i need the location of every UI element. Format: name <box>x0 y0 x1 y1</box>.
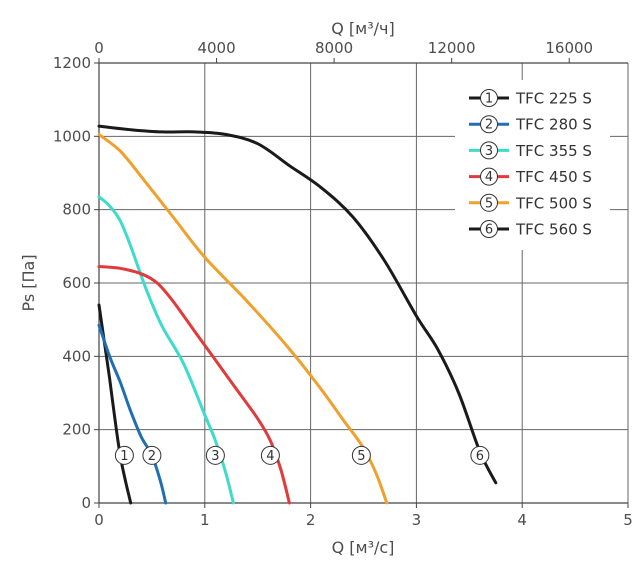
curve-label-4: 4 <box>260 445 280 465</box>
legend-marker: 4 <box>480 167 498 186</box>
legend-marker: 5 <box>480 193 498 212</box>
x-tick-label: 1 <box>200 511 210 529</box>
x-tick-label: 0 <box>94 511 104 529</box>
legend-label: TFC 450 S <box>515 168 592 186</box>
marker-number: 3 <box>211 449 219 464</box>
curve-label-6: 6 <box>470 445 490 465</box>
legend-box <box>455 80 610 250</box>
legend-item-1: 1 TFC 225 S <box>469 89 592 108</box>
marker-circle <box>480 193 498 212</box>
y-tick-label: 800 <box>62 201 91 219</box>
marker-number: 1 <box>120 449 128 464</box>
x2-tick-label: 8000 <box>315 39 353 57</box>
legend-item-6: 6 TFC 560 S <box>469 220 592 239</box>
marker-number: 2 <box>148 449 156 464</box>
x2-axis-title: Q [м³/ч] <box>331 19 395 38</box>
legend: 1 TFC 225 S 2 TFC 280 S 3 TFC 355 S 4 TFC 450 S… <box>455 80 610 250</box>
legend-label: TFC 225 S <box>515 90 592 108</box>
x2-tick-label: 12000 <box>428 39 476 57</box>
marker-number: 2 <box>485 118 493 133</box>
marker-number: 5 <box>485 196 493 211</box>
x-tick-label: 4 <box>517 511 527 529</box>
marker-number: 4 <box>485 170 493 185</box>
x-tick-label: 3 <box>412 511 422 529</box>
marker-circle <box>480 141 498 160</box>
x2-tick-label: 0 <box>94 39 104 57</box>
legend-marker: 6 <box>480 220 498 238</box>
legend-marker: 3 <box>480 141 498 160</box>
series-line-6 <box>97 124 498 485</box>
legend-item-5: 5 TFC 500 S <box>469 193 592 212</box>
marker-circle <box>480 220 498 238</box>
y-tick-label: 400 <box>62 347 91 365</box>
marker-number: 6 <box>476 449 484 464</box>
legend-marker: 2 <box>480 115 498 134</box>
legend-item-4: 4 TFC 450 S <box>469 167 592 186</box>
series-lines <box>97 124 498 505</box>
y-tick-label: 200 <box>62 421 91 439</box>
legend-item-2: 2 TFC 280 S <box>469 115 592 134</box>
y-axis-title: Ps [Па] <box>19 254 38 311</box>
curve-label-5: 5 <box>351 445 371 465</box>
x-tick-label: 2 <box>306 511 316 529</box>
marker-circle <box>480 89 498 107</box>
legend-item-3: 3 TFC 355 S <box>469 141 592 160</box>
y-tick-label: 1200 <box>53 54 91 72</box>
x2-tick-label: 16000 <box>545 39 593 57</box>
series-line-2 <box>97 323 168 505</box>
legend-label: TFC 500 S <box>515 194 592 212</box>
x-tick-label: 5 <box>623 511 633 529</box>
series-line-4 <box>97 265 291 505</box>
marker-circle <box>480 115 498 134</box>
marker-circle <box>351 445 371 465</box>
x2-tick-label: 4000 <box>197 39 235 57</box>
marker-number: 4 <box>266 449 274 464</box>
marker-circle <box>470 445 490 465</box>
legend-label: TFC 280 S <box>515 116 592 134</box>
marker-circle <box>142 445 162 465</box>
marker-number: 6 <box>485 223 493 238</box>
curve-label-2: 2 <box>142 445 162 465</box>
legend-label: TFC 355 S <box>515 142 592 160</box>
legend-marker: 1 <box>480 89 498 107</box>
series-line-5 <box>97 133 389 505</box>
marker-circle <box>205 445 225 465</box>
marker-number: 5 <box>357 449 365 464</box>
marker-circle <box>480 167 498 186</box>
marker-number: 1 <box>485 92 493 107</box>
x-axis-title: Q [м³/с] <box>332 538 395 557</box>
marker-circle <box>260 445 280 465</box>
marker-circle <box>114 445 134 465</box>
marker-number: 3 <box>485 144 493 159</box>
y-tick-label: 0 <box>81 494 91 512</box>
y-tick-label: 1000 <box>53 127 91 145</box>
curve-label-3: 3 <box>205 445 225 465</box>
legend-label: TFC 560 S <box>515 221 592 239</box>
curve-label-1: 1 <box>114 445 134 465</box>
axes: 0 1 2 3 4 5 0 4000 8000 12000 16000 0 200 400 600 800 10… <box>53 39 633 529</box>
curve-markers: 1 2 3 4 5 6 <box>114 445 490 465</box>
y-tick-label: 600 <box>62 274 91 292</box>
